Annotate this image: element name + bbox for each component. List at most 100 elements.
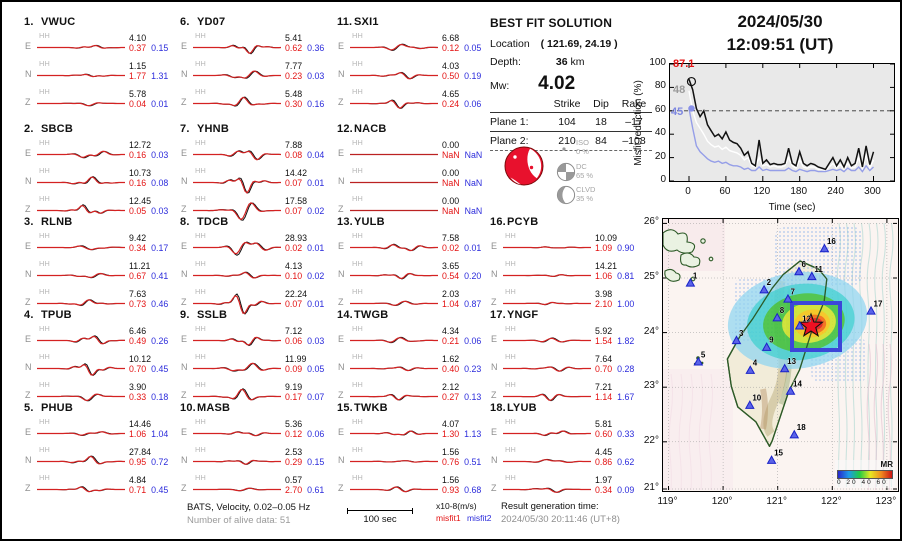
waveform-trace bbox=[193, 271, 281, 279]
waveform-trace bbox=[350, 99, 438, 109]
peak-amplitude: 3.65 bbox=[442, 261, 460, 271]
lon-label-119°: 119° bbox=[657, 496, 678, 507]
component-letter: Z bbox=[491, 390, 497, 400]
station-block-YHNB: 7. YHNB E HH 7.88 0.08 0.04 N HH 14.42 0.07 0.01 Z HH… bbox=[178, 123, 332, 221]
misfit2-value: 0.33 bbox=[617, 429, 635, 440]
trace-values: 2.53 0.29 0.15 bbox=[285, 447, 332, 468]
waveform-trace bbox=[193, 459, 281, 465]
component-letter: N bbox=[25, 269, 32, 279]
waveform-trace bbox=[193, 336, 281, 347]
misfit-blue-annotation: 45 bbox=[671, 106, 684, 118]
blue-start-marker bbox=[688, 105, 695, 112]
waveform-row-N: N HH 1.56 0.76 0.51 bbox=[335, 445, 489, 474]
misfit2-value: 0.01 bbox=[307, 243, 325, 254]
misfit1-value: 0.34 bbox=[595, 485, 613, 496]
station-code: SBCB bbox=[41, 123, 73, 135]
peak-amplitude: 10.12 bbox=[129, 354, 152, 364]
waveform-trace bbox=[193, 70, 281, 79]
svg-text:17: 17 bbox=[874, 299, 883, 308]
col-strike: Strike bbox=[553, 98, 581, 110]
misfit2-value: 0.06 bbox=[464, 99, 482, 110]
waveform-row-N: N HH 7.77 0.23 0.03 bbox=[178, 59, 332, 88]
component-letter: N bbox=[25, 69, 32, 79]
component-letter: E bbox=[181, 241, 188, 251]
peak-amplitude: 4.65 bbox=[442, 89, 460, 99]
waveform-row-E: E HH 28.93 0.02 0.01 bbox=[178, 231, 332, 260]
trace-values: 11.99 0.09 0.05 bbox=[285, 354, 332, 375]
component-letter: E bbox=[338, 41, 345, 51]
misfit1-value: 0.70 bbox=[595, 364, 613, 375]
peak-amplitude: 12.72 bbox=[129, 140, 152, 150]
svg-text:18: 18 bbox=[797, 423, 806, 432]
misfit1-value: 0.05 bbox=[129, 206, 147, 217]
component-letter: E bbox=[25, 241, 32, 251]
peak-amplitude: 22.24 bbox=[285, 289, 308, 299]
best-start-marker bbox=[686, 76, 697, 87]
waveform-row-N: N HH 1.62 0.40 0.23 bbox=[335, 352, 489, 381]
channel-label: HH bbox=[352, 259, 363, 268]
component-letter: E bbox=[181, 41, 188, 51]
peak-amplitude: 17.58 bbox=[285, 196, 308, 206]
peak-amplitude: 11.99 bbox=[285, 354, 307, 364]
channel-label: HH bbox=[505, 259, 516, 268]
peak-amplitude: 4.45 bbox=[595, 447, 613, 457]
peak-amplitude: 7.77 bbox=[285, 61, 303, 71]
component-letter: E bbox=[338, 148, 345, 158]
station-block-SSLB: 9. SSLB E HH 7.12 0.06 0.03 N HH 11.99 0.09 0.05 Z HH… bbox=[178, 309, 332, 405]
channel-label: HH bbox=[39, 259, 50, 268]
trace-values: 22.24 0.07 0.01 bbox=[285, 289, 332, 310]
trace-values: 10.09 1.09 0.90 bbox=[595, 233, 642, 254]
misfit1-value: 0.73 bbox=[129, 299, 147, 310]
misfit-blue-line bbox=[688, 108, 874, 173]
station-title: 16.PCYB bbox=[490, 216, 538, 228]
station-title: 14.TWGB bbox=[337, 309, 388, 321]
location-value: ( 121.69, 24.19 ) bbox=[540, 38, 618, 50]
peak-amplitude: 2.53 bbox=[285, 447, 303, 457]
component-letter: N bbox=[181, 269, 188, 279]
component-letter: E bbox=[491, 241, 498, 251]
misfit1-value: 0.06 bbox=[285, 336, 303, 347]
waveform-row-Z: Z HH 3.90 0.33 0.18 bbox=[22, 380, 176, 409]
misfit1-value: 0.07 bbox=[285, 299, 303, 310]
misfit2-value: 0.90 bbox=[617, 243, 635, 254]
trace-values: 28.93 0.02 0.01 bbox=[285, 233, 332, 254]
misfit2-value: 0.23 bbox=[464, 364, 482, 375]
channel-label: HH bbox=[39, 87, 50, 96]
component-letter: E bbox=[25, 427, 32, 437]
peak-amplitude: 7.21 bbox=[595, 382, 613, 392]
misfit1-value: 0.76 bbox=[442, 457, 460, 468]
misfit1-value: 0.17 bbox=[285, 392, 303, 403]
misfit1-value: 0.49 bbox=[129, 336, 147, 347]
svg-text:12: 12 bbox=[802, 314, 811, 323]
misfit2-value: 0.04 bbox=[307, 150, 325, 161]
map-station-11: 11 bbox=[806, 265, 824, 281]
station-number: 5. bbox=[24, 402, 34, 414]
svg-text:11: 11 bbox=[814, 265, 823, 274]
misfit1-value: 0.67 bbox=[129, 271, 147, 282]
iso-pct: 0 % bbox=[576, 147, 589, 156]
peak-amplitude: 11.21 bbox=[129, 261, 151, 271]
waveform-row-Z: Z HH 22.24 0.07 0.01 bbox=[178, 287, 332, 316]
svg-text:4: 4 bbox=[753, 359, 758, 368]
component-letter: N bbox=[491, 269, 498, 279]
component-letter: E bbox=[491, 427, 498, 437]
station-code: VWUC bbox=[41, 16, 76, 28]
peak-amplitude: 4.84 bbox=[129, 475, 147, 485]
channel-label: HH bbox=[39, 231, 50, 240]
station-number: 4. bbox=[24, 309, 34, 321]
taiwan-coastline bbox=[726, 260, 828, 447]
trace-values: 1.62 0.40 0.23 bbox=[442, 354, 489, 375]
station-number: 9. bbox=[180, 309, 190, 321]
misfit2-value: 0.72 bbox=[151, 457, 169, 468]
focal-mechanism-beachball-icon bbox=[504, 146, 544, 186]
peak-amplitude: 1.97 bbox=[595, 475, 613, 485]
misfit1-value: 0.40 bbox=[442, 364, 460, 375]
station-title: 1. VWUC bbox=[24, 16, 75, 28]
station-code: TDCB bbox=[197, 216, 229, 228]
misfit-reduction-plot bbox=[669, 63, 895, 182]
station-title: 17.YNGF bbox=[490, 309, 538, 321]
misfit1-value: 2.10 bbox=[595, 299, 613, 310]
waveform-trace bbox=[503, 337, 591, 343]
component-letter: Z bbox=[338, 97, 344, 107]
channel-label: HH bbox=[39, 445, 50, 454]
